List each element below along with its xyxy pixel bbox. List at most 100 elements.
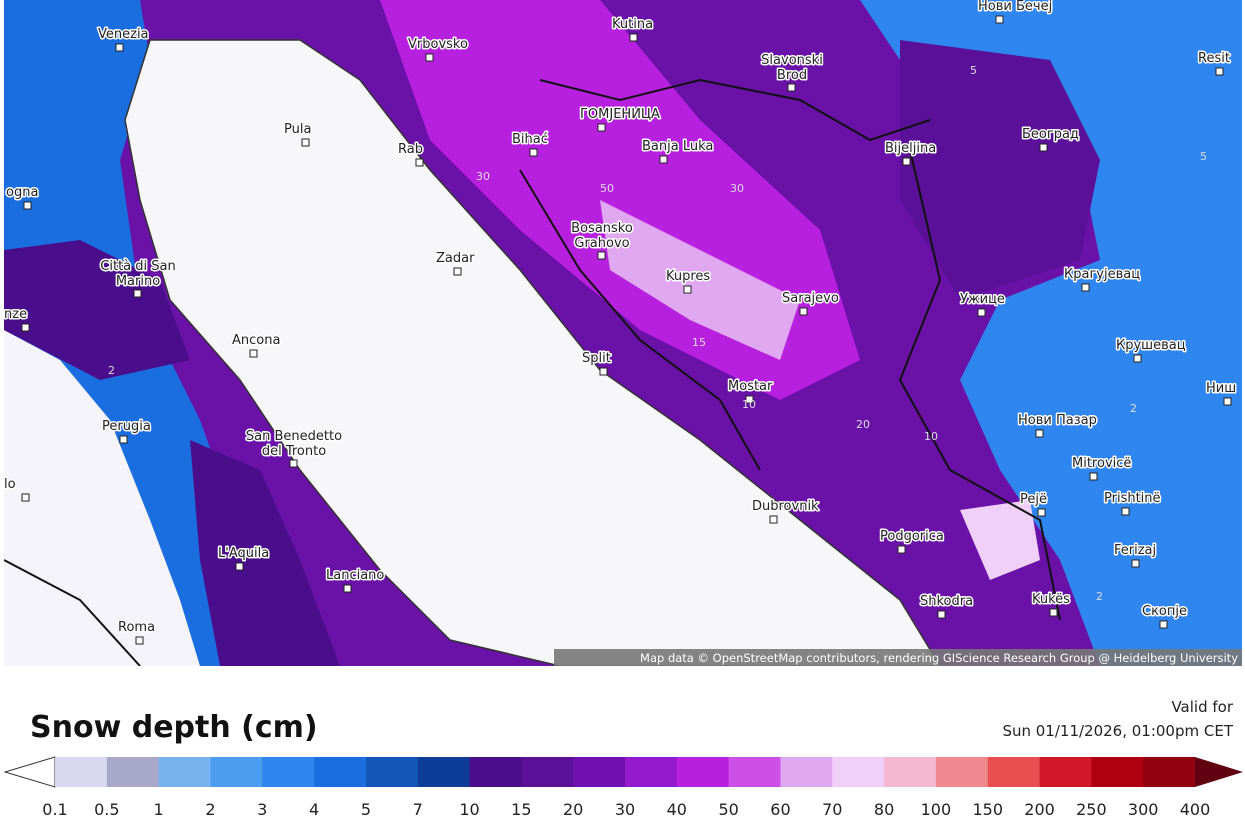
legend-label: 50 — [718, 800, 738, 819]
city-label: Kupres — [666, 269, 710, 284]
city-label: Нови Бечеј — [978, 0, 1052, 14]
legend-label: 7 — [413, 800, 423, 819]
border — [898, 149, 1061, 621]
city-dot — [995, 15, 1004, 24]
legend-label: 30 — [615, 800, 635, 819]
city-label: lo — [4, 477, 16, 492]
color-swatch — [728, 757, 781, 787]
city-label: Rab — [398, 142, 423, 157]
attribution: Map data © OpenStreetMap contributors, r… — [640, 651, 1238, 665]
prokletije — [960, 500, 1040, 580]
city-dot — [23, 201, 32, 210]
coast — [4, 559, 141, 666]
color-swatch — [573, 757, 626, 787]
city-dot — [659, 155, 668, 164]
city-dot — [1131, 559, 1140, 568]
valid-time: Sun 01/11/2026, 01:00pm CET — [1002, 722, 1233, 740]
legend-label: 60 — [770, 800, 790, 819]
color-swatch — [832, 757, 885, 787]
color-swatch — [106, 757, 160, 787]
contour-label: 2 — [108, 364, 115, 377]
border — [519, 169, 761, 471]
city-dot — [897, 545, 906, 554]
city-dot — [599, 367, 608, 376]
legend-label: 0.1 — [42, 800, 67, 819]
contour-label: 50 — [600, 182, 614, 195]
city-label: Roma — [118, 620, 155, 635]
city-label: Slavonski Brod — [761, 53, 823, 83]
city-dot — [1081, 283, 1090, 292]
city-dot — [1215, 67, 1224, 76]
city-label: Podgorica — [880, 529, 944, 544]
contour-label: 20 — [856, 418, 870, 431]
contour-label: 5 — [1200, 150, 1207, 163]
contour-label: 10 — [742, 398, 756, 411]
abruzzo — [190, 440, 340, 666]
city-dot — [1049, 608, 1058, 617]
legend-label: 4 — [309, 800, 319, 819]
contour-label: 30 — [476, 170, 490, 183]
legend-label: 40 — [667, 800, 687, 819]
city-label: Bijeljina — [885, 141, 936, 156]
city-dot — [597, 123, 606, 132]
city-label: Крушевац — [1116, 338, 1186, 353]
color-swatch — [625, 757, 678, 787]
color-swatch — [1091, 757, 1144, 787]
color-swatch — [210, 757, 263, 787]
color-swatch — [365, 757, 419, 787]
italy-white — [4, 330, 200, 666]
bosnia-peak — [600, 200, 800, 360]
city-label: Split — [582, 351, 611, 366]
legend-title: Snow depth (cm) — [30, 710, 318, 745]
city-label: Pula — [284, 122, 311, 137]
city-label: Dubrovnik — [752, 499, 819, 514]
italy-purple — [4, 240, 190, 380]
color-swatch — [262, 757, 315, 787]
legend-label: 70 — [822, 800, 842, 819]
city-label: Kutina — [612, 17, 653, 32]
arrow-low — [3, 756, 56, 788]
legend-label: 2 — [205, 800, 215, 819]
city-label: Pejë — [1020, 492, 1047, 507]
city-dot — [937, 610, 946, 619]
legend-label: 3 — [257, 800, 267, 819]
color-swatch — [884, 757, 937, 787]
legend-label: 0.5 — [94, 800, 119, 819]
city-label: Bosansko Grahovo — [571, 221, 633, 251]
city-label: Mostar — [728, 379, 773, 394]
city-dot — [119, 435, 128, 444]
legend-label: 20 — [563, 800, 583, 819]
color-swatch — [987, 757, 1041, 787]
valid-label: Valid for — [1171, 698, 1233, 716]
city-label: San Benedetto del Tronto — [246, 429, 342, 459]
legend-label: 250 — [1076, 800, 1107, 819]
city-dot — [301, 138, 310, 147]
city-label: Resit — [1198, 51, 1230, 66]
city-label: Ужице — [960, 292, 1005, 307]
arrow-high — [1195, 757, 1243, 787]
colorbar: 0.1 0.5 1 2 3 4 5 7 10 15 20 30 40 50 60 70 80 100 150 200 2… — [3, 756, 1243, 819]
city-dot — [683, 285, 692, 294]
legend-label: 150 — [972, 800, 1003, 819]
city-dot — [1037, 508, 1046, 517]
city-dot — [529, 148, 538, 157]
color-swatch — [521, 757, 574, 787]
city-dot — [1039, 143, 1048, 152]
city-dot — [1089, 472, 1098, 481]
legend-label: 10 — [459, 800, 479, 819]
attribution-bg — [554, 649, 1242, 666]
city-dot — [415, 158, 424, 167]
city-label: L'Aquila — [218, 546, 269, 561]
city-label: Città di San Marino — [100, 259, 175, 289]
cities: Venezia Vrbovsko Kutina Нови Бечеј Resit Slav… — [3, 0, 1238, 645]
city-dot — [235, 562, 244, 571]
city-dot — [249, 349, 258, 358]
city-label: Скопје — [1142, 604, 1187, 619]
city-dot — [453, 267, 462, 276]
legend-label: 5 — [361, 800, 371, 819]
city-label: Крагујевац — [1064, 267, 1140, 282]
color-swatch — [935, 757, 989, 787]
city-dot — [1121, 507, 1130, 516]
contour-label: 2 — [1130, 402, 1137, 415]
